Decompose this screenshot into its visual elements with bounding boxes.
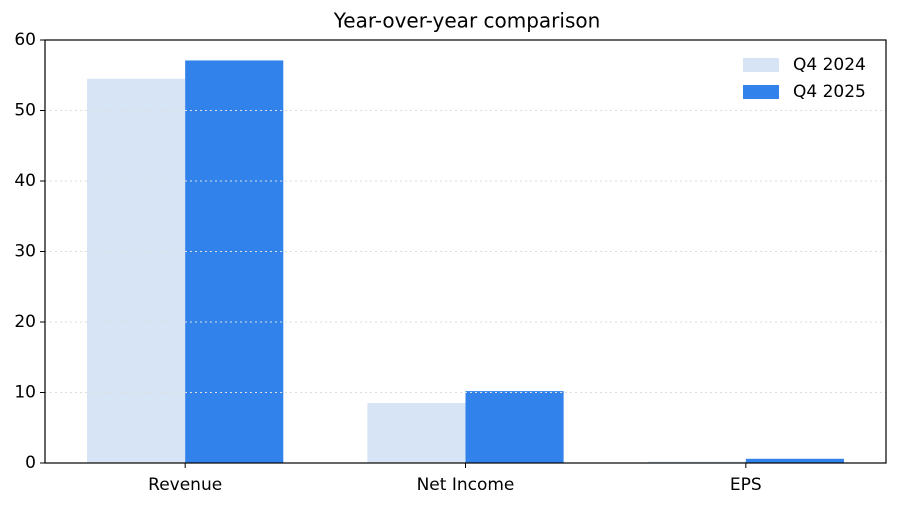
y-tick-label: 20 — [14, 312, 36, 332]
bar — [647, 461, 746, 463]
x-tick-label: EPS — [730, 475, 762, 495]
x-tick-label: Revenue — [148, 475, 222, 495]
y-tick-label: 30 — [14, 242, 36, 262]
bar — [185, 60, 284, 463]
x-tick-label: Net Income — [417, 475, 515, 495]
legend-swatch — [743, 85, 779, 99]
plot-frame — [44, 39, 887, 464]
legend-label: Q4 2024 — [793, 55, 866, 75]
bar — [367, 403, 466, 463]
bar — [87, 78, 186, 464]
y-tick-label: 40 — [14, 171, 36, 191]
bar — [465, 391, 564, 463]
legend-swatch — [743, 58, 779, 72]
y-tick-label: 60 — [14, 30, 36, 50]
y-tick-label: 0 — [25, 453, 36, 473]
bar — [745, 458, 844, 463]
chart-title: Year-over-year comparison — [333, 9, 601, 33]
y-tick-label: 50 — [14, 101, 36, 121]
y-tick-label: 10 — [14, 383, 36, 403]
legend-label: Q4 2025 — [793, 82, 866, 102]
